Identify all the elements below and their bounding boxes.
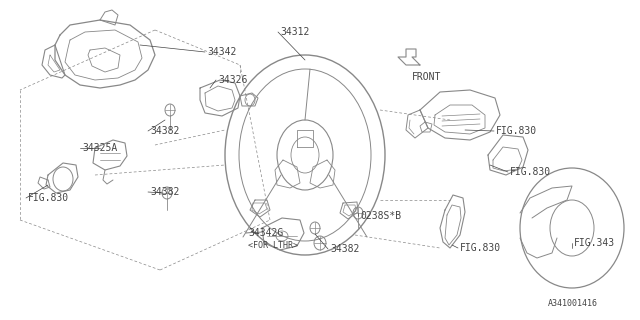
- Text: A341001416: A341001416: [548, 299, 598, 308]
- Text: <FOR LTHR>: <FOR LTHR>: [248, 242, 298, 251]
- Text: 34326: 34326: [218, 75, 248, 85]
- Text: 34382: 34382: [150, 126, 179, 136]
- Text: 34342G: 34342G: [248, 228, 284, 238]
- Text: 0238S*B: 0238S*B: [360, 211, 401, 221]
- Text: 34325A: 34325A: [82, 143, 117, 153]
- Text: 34342: 34342: [207, 47, 236, 57]
- Text: FIG.343: FIG.343: [574, 238, 615, 248]
- Text: FIG.830: FIG.830: [28, 193, 69, 203]
- Text: 34382: 34382: [150, 187, 179, 197]
- Text: FIG.830: FIG.830: [460, 243, 501, 253]
- Text: FIG.830: FIG.830: [510, 167, 551, 177]
- Text: FRONT: FRONT: [412, 72, 442, 82]
- Text: FIG.830: FIG.830: [496, 126, 537, 136]
- Text: 34382: 34382: [330, 244, 360, 254]
- Text: 34312: 34312: [280, 27, 309, 37]
